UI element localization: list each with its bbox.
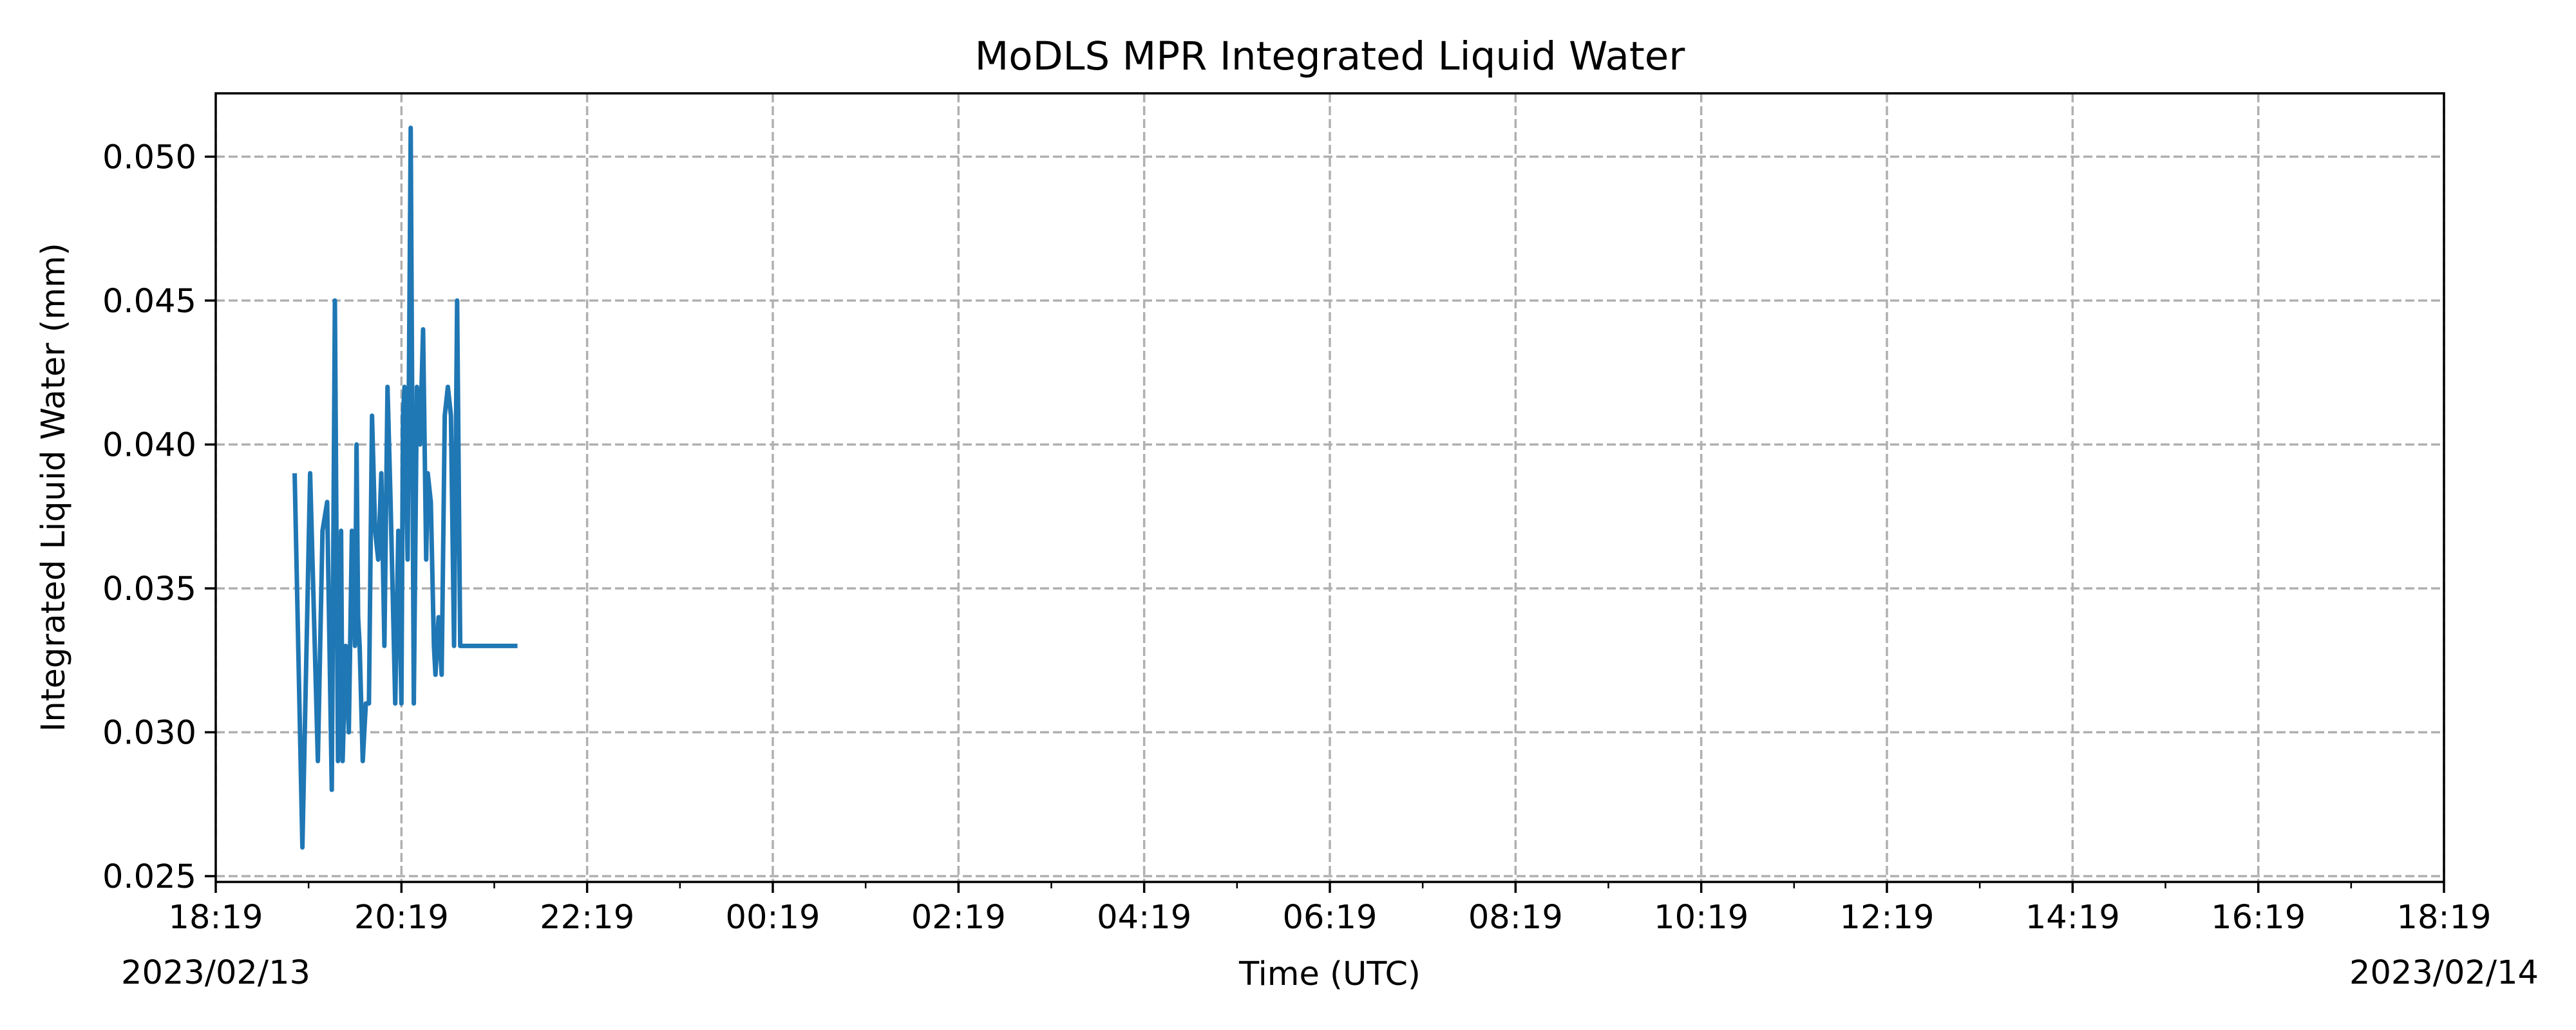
x-tick-label: 18:19: [169, 899, 263, 937]
x-tick-label: 02:19: [911, 899, 1006, 937]
x-tick-label: 00:19: [726, 899, 820, 937]
y-tick-label: 0.050: [102, 138, 196, 176]
series-layer: [292, 126, 518, 850]
y-axis-label: Integrated Liquid Water (mm): [35, 243, 73, 731]
x-tick-label: 20:19: [354, 899, 449, 937]
chart-title: MoDLS MPR Integrated Liquid Water: [975, 33, 1686, 79]
x-tick-label: 10:19: [1654, 899, 1748, 937]
x-date-label: 2023/02/14: [2349, 954, 2539, 992]
y-tick-label: 0.025: [102, 858, 196, 896]
x-tick-label: 06:19: [1283, 899, 1378, 937]
x-tick-label: 08:19: [1468, 899, 1563, 937]
x-tick-label: 04:19: [1097, 899, 1191, 937]
x-tick-label: 16:19: [2211, 899, 2306, 937]
x-tick-label: 22:19: [540, 899, 634, 937]
x-axis-label: Time (UTC): [1238, 955, 1421, 993]
x-tick-label: 12:19: [1840, 899, 1935, 937]
y-tick-label: 0.040: [102, 426, 196, 464]
y-tick-label: 0.035: [102, 570, 196, 608]
y-tick-label: 0.030: [102, 715, 196, 753]
x-tick-label: 14:19: [2025, 899, 2120, 937]
x-tick-label: 18:19: [2397, 899, 2492, 937]
series-line: [292, 126, 518, 850]
ticks: 18:19 2023/02/13 20:19 22:19 00:19 02:19 04:19…: [102, 138, 2539, 992]
y-tick-label: 0.045: [102, 283, 196, 321]
x-date-label: 2023/02/13: [121, 954, 310, 992]
grid: [214, 93, 2445, 882]
